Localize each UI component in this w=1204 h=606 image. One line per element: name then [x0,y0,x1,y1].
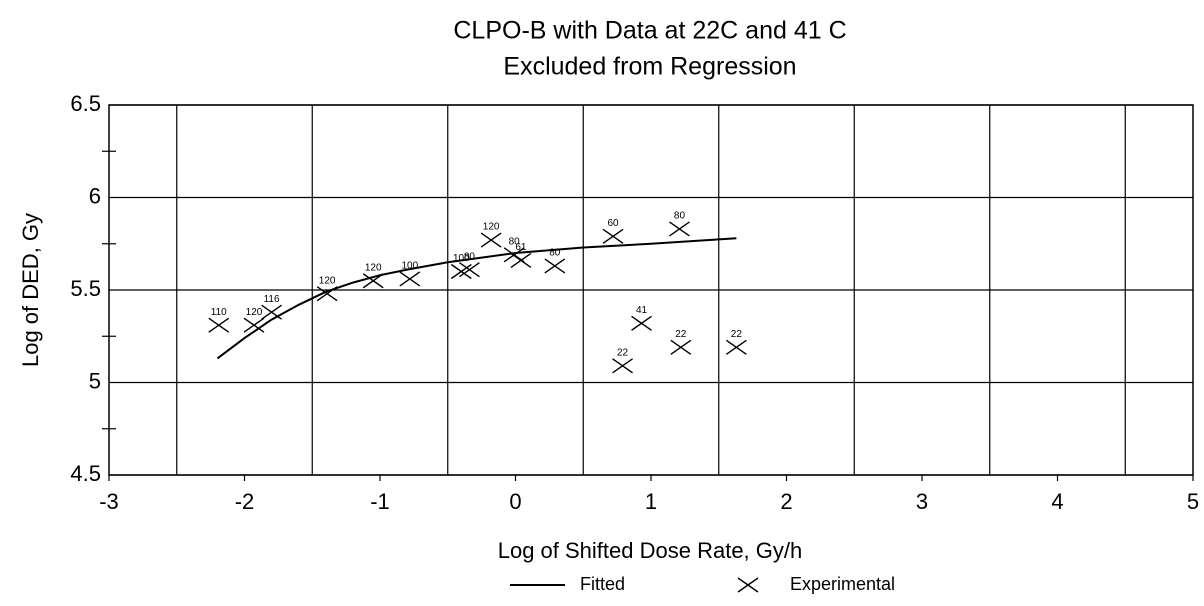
marker [243,317,265,333]
x-tick-label: -1 [370,489,390,514]
x-tick-label: 1 [645,489,657,514]
marker [602,228,624,244]
legend-label: Experimental [790,574,895,594]
y-axis-label: Log of DED, Gy [18,213,43,367]
point-label: 120 [483,222,500,233]
x-tick-label: 0 [509,489,521,514]
point-label: 41 [636,305,648,316]
x-tick-label: -3 [99,489,119,514]
chart-title: CLPO-B with Data at 22C and 41 C [453,17,846,45]
marker [362,273,384,289]
marker [261,304,283,320]
marker [669,221,690,237]
fitted-line [216,237,737,360]
y-tick-label: 4.5 [70,461,101,486]
plot-frame [108,104,1194,476]
point-label: 80 [549,248,561,259]
point-label: 61 [515,242,527,253]
point-label: 60 [607,218,619,229]
point-label: 100 [401,261,418,272]
y-tick-label: 6.5 [70,91,101,116]
chart-title: Excluded from Regression [503,53,796,81]
x-tick-label: 5 [1187,489,1199,514]
point-label: 80 [509,236,521,247]
x-axis-label: Log of Shifted Dose Rate, Gy/h [498,538,803,563]
x-tick-label: -2 [235,489,255,514]
marker [612,358,633,374]
marker [544,258,566,274]
x-tick-label: 3 [916,489,928,514]
marker [510,252,532,268]
marker [399,271,421,287]
legend-label: Fitted [580,574,625,594]
point-label: 120 [246,307,263,318]
y-tick-label: 5 [89,368,101,393]
point-label: 110 [211,307,227,318]
point-label: 80 [464,251,476,262]
marker [670,339,692,355]
point-label: 22 [617,347,629,358]
marker [480,232,502,248]
point-label: 120 [319,275,336,286]
point-label: 120 [365,262,382,273]
y-tick-label: 6 [89,183,101,208]
marker [208,317,230,333]
point-label: 116 [264,294,280,305]
marker [459,262,480,278]
point-label: 22 [731,329,743,340]
point-label: 22 [675,329,687,340]
marker [316,286,338,302]
legend-swatch [737,577,759,593]
marker [631,315,652,331]
point-label: 80 [674,211,686,222]
marker [450,263,472,280]
y-tick-label: 5.5 [70,276,101,301]
x-tick-label: 4 [1051,489,1063,514]
point-label: 100 [453,253,470,264]
marker [725,339,747,355]
x-tick-label: 2 [780,489,792,514]
